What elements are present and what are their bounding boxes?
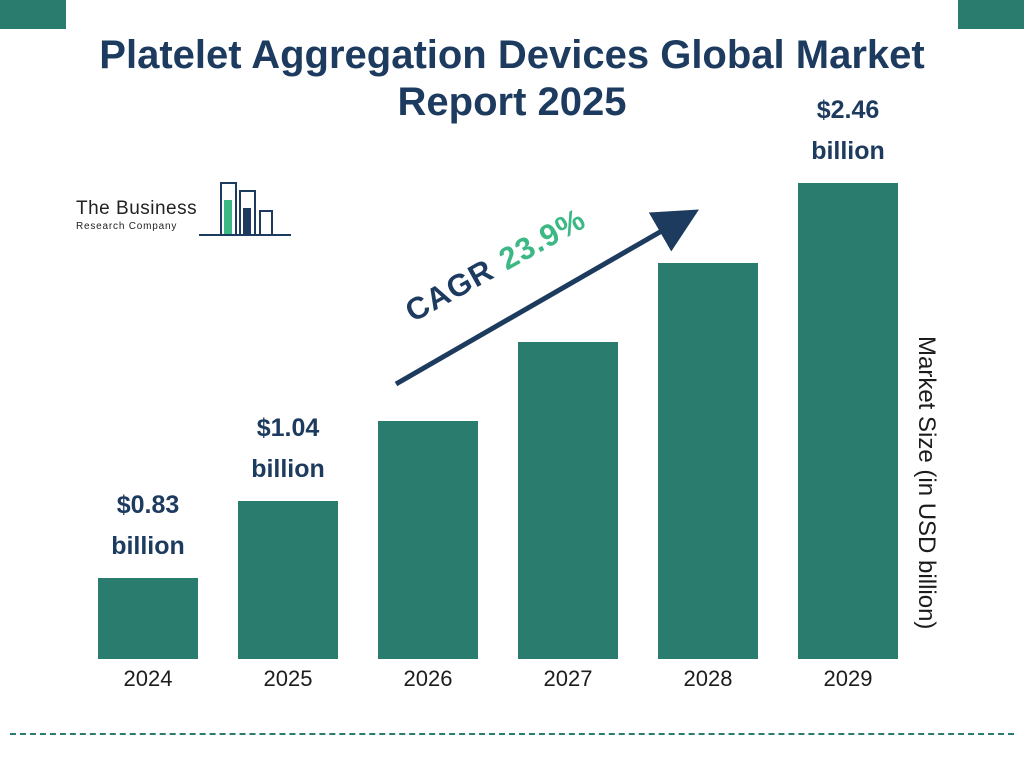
bar-value-label-2025: $1.04 billion (251, 414, 325, 484)
bar-column-2025: $1.04 billion 2025 (218, 408, 358, 692)
x-axis-label-2028: 2028 (683, 665, 733, 691)
x-axis-label-2027: 2027 (543, 665, 593, 691)
bar-column-2024: $0.83 billion 2024 (78, 485, 218, 692)
page-title: Platelet Aggregation Devices Global Mark… (99, 33, 925, 125)
bar-column-2026: 2026 (358, 420, 498, 692)
bar-chart-logo-icon (199, 182, 292, 236)
logo-name: The Business (76, 198, 198, 219)
logo-subname: Research Company (76, 221, 178, 232)
corner-accent-left (0, 0, 66, 29)
bar-value-label-2024: $0.83 billion (111, 491, 185, 561)
bar-2028 (658, 262, 758, 659)
x-axis-label-2024: 2024 (123, 665, 173, 691)
y-axis-label: Market Size (in USD billion) (913, 336, 940, 630)
x-axis-label-2025: 2025 (263, 665, 313, 691)
logo-text: The Business Research Company (76, 198, 197, 246)
bar-column-2027: 2027 (498, 341, 638, 692)
bar-2025 (238, 500, 338, 659)
x-axis-label-2029: 2029 (823, 665, 873, 691)
bar-value-label-2029: $2.46 billion (811, 96, 885, 166)
bar-column-2029: $2.46 billion 2029 (778, 90, 918, 692)
bar-column-2028: 2028 (638, 262, 778, 692)
bar-2024 (98, 577, 198, 659)
bar-2027 (518, 341, 618, 659)
bottom-dashed-divider (10, 733, 1014, 735)
corner-accent-right (958, 0, 1024, 29)
company-logo: The Business Research Company (76, 180, 292, 246)
bar-2026 (378, 420, 478, 659)
bar-2029 (798, 182, 898, 659)
x-axis-label-2026: 2026 (403, 665, 453, 691)
